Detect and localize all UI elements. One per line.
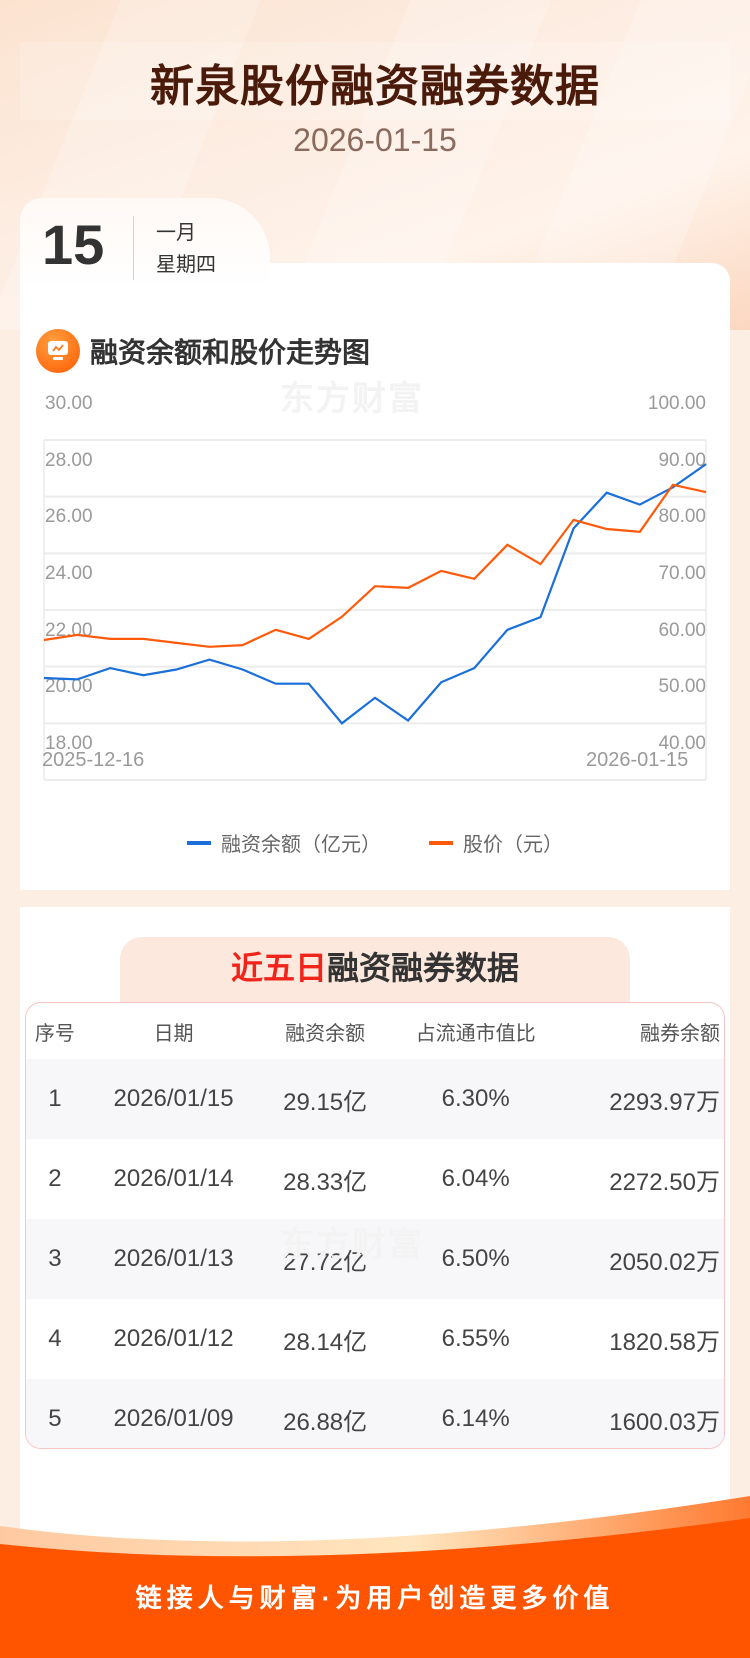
legend-item-financing[interactable]: 融资余额（亿元）	[187, 828, 381, 857]
cell-short: 1820.58万	[609, 1328, 720, 1356]
date-day: 15	[42, 213, 105, 276]
right-axis-tick: 100.00	[647, 393, 706, 414]
left-axis-tick: 20.00	[45, 676, 93, 697]
date-month: 一月	[156, 222, 196, 244]
legend-swatch-orange	[429, 840, 453, 845]
table-row: 4 2026/01/12 28.14亿 6.55% 1820.58万	[26, 1299, 724, 1379]
cell-index: 2	[48, 1165, 62, 1192]
left-axis-tick: 18.00	[45, 733, 93, 754]
cell-financing: 27.72亿	[283, 1248, 368, 1276]
table-row: 2 2026/01/14 28.33亿 6.04% 2272.50万	[26, 1139, 724, 1219]
cell-financing: 26.88亿	[283, 1408, 368, 1436]
date-tab: 15 一月 星期四	[20, 198, 270, 288]
watermark: 东方财富	[280, 1226, 424, 1264]
footer-slogan: 链接人与财富·为用户创造更多价值	[135, 1583, 615, 1613]
cell-index: 3	[48, 1245, 62, 1272]
chart-card: 融资余额和股价走势图 东方财富 30.00 28.00 26.00 24.00 …	[20, 263, 730, 890]
chart-trend-icon	[36, 329, 80, 373]
table-card: 近五日融资融券数据 序号 日期 融资余额 占流通市值比 融券余额 1 2026/…	[20, 907, 730, 1607]
table-row: 3 2026/01/13 27.72亿 6.50% 2050.02万	[26, 1219, 724, 1299]
cell-financing: 28.33亿	[283, 1168, 368, 1196]
cell-ratio: 6.14%	[441, 1405, 510, 1432]
date-weekday: 星期四	[156, 254, 216, 276]
right-axis-tick: 60.00	[658, 620, 706, 641]
legend-item-price[interactable]: 股价（元）	[429, 828, 563, 857]
right-axis-tick: 90.00	[658, 450, 706, 471]
financing-balance-line	[43, 463, 707, 725]
right-axis-tick: 80.00	[658, 506, 706, 527]
cell-ratio: 6.04%	[441, 1165, 510, 1192]
legend-label: 融资余额（亿元）	[221, 834, 381, 856]
right-axis-tick: 40.00	[658, 733, 706, 754]
left-axis-tick: 28.00	[45, 450, 93, 471]
cell-short: 2272.50万	[609, 1168, 720, 1196]
cell-index: 5	[48, 1405, 62, 1432]
cell-financing: 29.15亿	[283, 1088, 368, 1116]
margin-data-table: 序号 日期 融资余额 占流通市值比 融券余额 1 2026/01/15 29.1…	[25, 1002, 725, 1449]
cell-date: 2026/01/14	[113, 1165, 234, 1192]
column-header-financing: 融资余额	[285, 1022, 366, 1045]
table-title-rest: 融资融券数据	[327, 950, 520, 986]
cell-ratio: 6.50%	[441, 1245, 510, 1272]
right-axis-tick: 50.00	[658, 676, 706, 697]
cell-date: 2026/01/12	[113, 1325, 234, 1352]
column-header-short: 融券余额	[639, 1022, 720, 1045]
title-band	[20, 42, 730, 120]
right-axis-tick: 70.00	[658, 563, 706, 584]
cell-ratio: 6.30%	[441, 1085, 510, 1112]
legend-swatch-blue	[187, 840, 211, 845]
table-title-highlight: 近五日	[230, 950, 327, 986]
cell-index: 1	[48, 1085, 62, 1112]
chart-title: 融资余额和股价走势图	[90, 337, 371, 368]
table-row: 1 2026/01/15 29.15亿 6.30% 2293.97万	[26, 1059, 724, 1139]
cell-short: 2050.02万	[609, 1248, 720, 1276]
cell-date: 2026/01/15	[113, 1085, 234, 1112]
column-header-ratio: 占流通市值比	[415, 1022, 536, 1045]
chart-legend: 融资余额（亿元） 股价（元）	[20, 828, 730, 857]
page-date: 2026-01-15	[293, 122, 457, 158]
page-title: 新泉股份融资融券数据	[150, 62, 600, 111]
table-title: 近五日融资融券数据	[120, 937, 630, 1007]
column-header-date: 日期	[153, 1022, 194, 1045]
footer: 链接人与财富·为用户创造更多价值	[0, 1478, 750, 1658]
left-axis-tick: 24.00	[45, 563, 93, 584]
date-divider	[133, 216, 134, 280]
table-header-row: 序号 日期 融资余额 占流通市值比 融券余额	[26, 1003, 724, 1059]
cell-date: 2026/01/13	[113, 1245, 234, 1272]
footer-wave	[0, 1496, 750, 1658]
line-chart-plot	[43, 439, 707, 781]
table-row: 5 2026/01/09 26.88亿 6.14% 1600.03万	[26, 1379, 724, 1448]
cell-date: 2026/01/09	[113, 1405, 234, 1432]
cell-index: 4	[48, 1325, 62, 1352]
cell-ratio: 6.55%	[441, 1325, 510, 1352]
cell-short: 2293.97万	[609, 1088, 720, 1116]
x-axis-start-label: 2025-12-16	[42, 749, 145, 771]
x-axis-end-label: 2026-01-15	[586, 749, 689, 771]
stock-price-line	[43, 483, 707, 648]
left-axis-tick: 26.00	[45, 506, 93, 527]
chart-header: 融资余额和股价走势图	[36, 329, 370, 373]
column-header-index: 序号	[34, 1022, 75, 1045]
left-axis-tick: 30.00	[45, 393, 93, 414]
cell-short: 1600.03万	[609, 1408, 720, 1436]
legend-label: 股价（元）	[463, 834, 563, 856]
watermark: 东方财富	[280, 380, 424, 418]
cell-financing: 28.14亿	[283, 1328, 368, 1356]
